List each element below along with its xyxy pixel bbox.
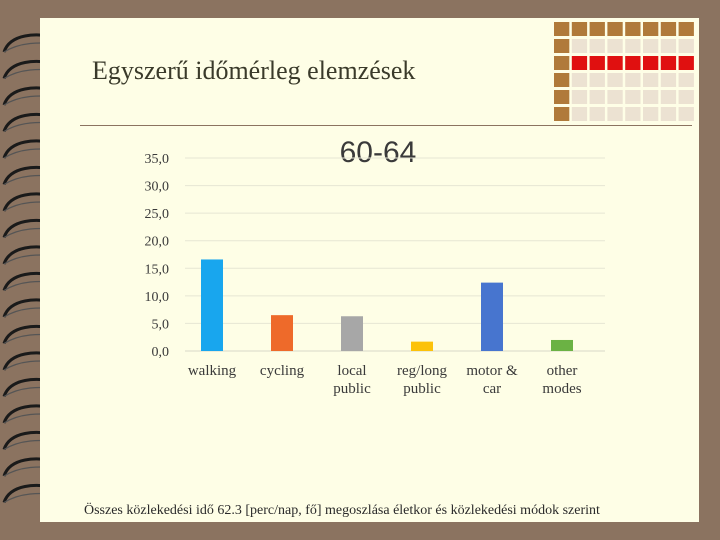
slide-caption: Összes közlekedési idő 62.3 [perc/nap, f…	[84, 503, 600, 518]
x-tick-label: public	[333, 381, 371, 397]
x-tick-label: reg/long	[397, 363, 447, 379]
y-tick-label: 30,0	[145, 180, 170, 195]
grid-cell	[607, 39, 623, 53]
grid-cell	[554, 22, 570, 36]
grid-cell	[678, 90, 694, 104]
grid-cell	[607, 73, 623, 87]
grid-cell	[554, 73, 570, 87]
y-tick-label: 20,0	[145, 235, 170, 250]
grid-cell	[571, 90, 588, 104]
y-tick-label: 25,0	[145, 207, 170, 222]
grid-cell	[643, 107, 659, 121]
y-tick-label: 0,0	[152, 345, 170, 360]
grid-cell	[660, 90, 677, 104]
grid-cell	[589, 22, 605, 36]
grid-cell	[660, 107, 677, 121]
grid-cell	[678, 107, 694, 121]
grid-cell	[678, 39, 694, 53]
bar	[481, 282, 503, 351]
grid-cell	[643, 56, 659, 70]
grid-cell	[678, 56, 694, 70]
bar	[411, 341, 433, 351]
grid-cell	[625, 39, 641, 53]
x-tick-label: cycling	[260, 363, 305, 379]
grid-cell	[571, 56, 588, 70]
y-tick-label: 35,0	[145, 152, 170, 167]
grid-cell	[607, 22, 623, 36]
bar	[341, 316, 363, 351]
y-tick-label: 5,0	[152, 317, 170, 332]
grid-cell	[625, 56, 641, 70]
grid-cell	[571, 73, 588, 87]
grid-cell	[607, 90, 623, 104]
grid-cell	[554, 90, 570, 104]
grid-cell	[660, 56, 677, 70]
grid-cell	[554, 56, 570, 70]
slide-title: Egyszerű időmérleg elemzések	[92, 56, 416, 85]
grid-cell	[571, 107, 588, 121]
x-tick-label: car	[483, 381, 501, 397]
grid-cell	[643, 39, 659, 53]
x-tick-label: motor &	[466, 363, 518, 379]
grid-cell	[660, 39, 677, 53]
y-tick-label: 10,0	[145, 290, 170, 305]
grid-cell	[589, 90, 605, 104]
grid-cell	[607, 56, 623, 70]
grid-cell	[643, 22, 659, 36]
grid-cell	[625, 22, 641, 36]
y-tick-label: 15,0	[145, 262, 170, 277]
grid-cell	[660, 73, 677, 87]
grid-cell	[589, 107, 605, 121]
grid-cell	[625, 73, 641, 87]
x-tick-label: walking	[188, 363, 237, 379]
grid-cell	[571, 22, 588, 36]
grid-cell	[660, 22, 677, 36]
grid-cell	[678, 73, 694, 87]
x-tick-label: public	[403, 381, 441, 397]
grid-cell	[589, 56, 605, 70]
grid-cell	[625, 90, 641, 104]
chart-title: 60-64	[340, 136, 417, 169]
grid-cell	[589, 39, 605, 53]
grid-cell	[554, 39, 570, 53]
x-tick-label: local	[337, 363, 366, 379]
grid-cell	[607, 107, 623, 121]
bar	[201, 259, 223, 351]
slide-page	[40, 18, 699, 522]
bar	[271, 315, 293, 351]
x-tick-label: other	[547, 363, 578, 379]
grid-cell	[643, 90, 659, 104]
grid-cell	[589, 73, 605, 87]
grid-cell	[643, 73, 659, 87]
grid-cell	[678, 22, 694, 36]
title-divider	[80, 125, 692, 126]
decorative-grid	[554, 22, 694, 121]
grid-cell	[571, 39, 588, 53]
x-tick-label: modes	[542, 381, 581, 397]
bar	[551, 339, 573, 351]
grid-cell	[554, 107, 570, 121]
grid-cell	[625, 107, 641, 121]
